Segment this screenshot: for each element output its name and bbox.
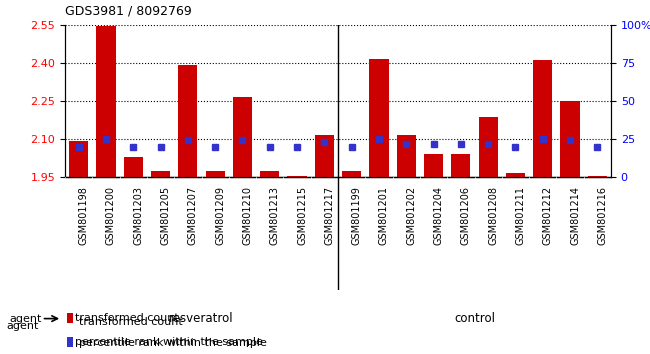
Text: GDS3981 / 8092769: GDS3981 / 8092769: [65, 5, 192, 18]
Text: GSM801205: GSM801205: [161, 186, 170, 245]
Text: control: control: [454, 312, 495, 325]
Text: agent: agent: [6, 321, 39, 331]
Text: GSM801198: GSM801198: [79, 186, 88, 245]
Text: GSM801211: GSM801211: [515, 186, 525, 245]
Bar: [178, 65, 198, 177]
Text: GSM801214: GSM801214: [570, 186, 580, 245]
Bar: [124, 157, 143, 177]
Bar: [287, 176, 307, 177]
Text: GSM801217: GSM801217: [324, 186, 334, 245]
Bar: [96, 26, 116, 177]
Text: GSM801207: GSM801207: [188, 186, 198, 245]
Bar: [424, 154, 443, 177]
Bar: [506, 173, 525, 177]
Text: GSM801202: GSM801202: [406, 186, 416, 245]
Bar: [451, 154, 471, 177]
Bar: [66, 337, 73, 347]
Text: GSM801199: GSM801199: [352, 186, 361, 245]
Text: resveratrol: resveratrol: [169, 312, 234, 325]
Text: GSM801203: GSM801203: [133, 186, 143, 245]
Bar: [260, 171, 280, 177]
Bar: [69, 142, 88, 177]
Text: percentile rank within the sample: percentile rank within the sample: [72, 338, 266, 348]
Text: percentile rank within the sample: percentile rank within the sample: [75, 337, 263, 347]
Bar: [151, 171, 170, 177]
Bar: [533, 60, 552, 177]
Bar: [205, 171, 225, 177]
Bar: [66, 313, 73, 323]
Bar: [342, 171, 361, 177]
Bar: [369, 59, 389, 177]
Text: agent: agent: [9, 314, 42, 324]
Text: GSM801201: GSM801201: [379, 186, 389, 245]
Text: GSM801216: GSM801216: [597, 186, 607, 245]
Text: GSM801212: GSM801212: [543, 186, 552, 245]
Bar: [396, 135, 416, 177]
Text: GSM801208: GSM801208: [488, 186, 498, 245]
Text: GSM801215: GSM801215: [297, 186, 307, 245]
Text: transformed count: transformed count: [75, 313, 179, 323]
Bar: [233, 97, 252, 177]
Text: GSM801200: GSM801200: [106, 186, 116, 245]
Text: transformed count: transformed count: [72, 317, 182, 327]
Text: GSM801204: GSM801204: [434, 186, 443, 245]
Bar: [478, 118, 498, 177]
Bar: [315, 135, 334, 177]
Text: GSM801210: GSM801210: [242, 186, 252, 245]
Text: GSM801209: GSM801209: [215, 186, 225, 245]
Bar: [560, 101, 580, 177]
Bar: [588, 176, 607, 177]
Text: GSM801206: GSM801206: [461, 186, 471, 245]
Text: GSM801213: GSM801213: [270, 186, 280, 245]
